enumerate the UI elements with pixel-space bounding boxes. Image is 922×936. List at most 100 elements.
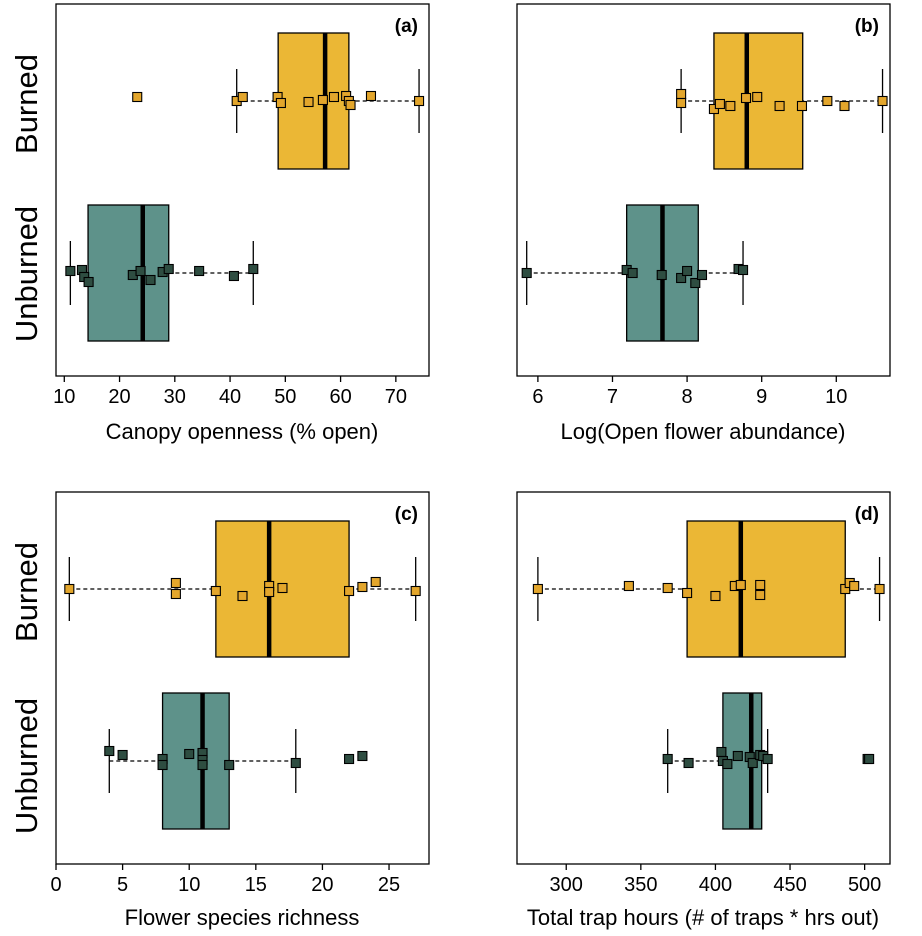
burned-point (328, 91, 340, 103)
burned-point (755, 589, 766, 601)
unburned-point (656, 269, 667, 281)
panel-label: (b) (855, 16, 879, 37)
unburned-point (135, 265, 146, 277)
burned-point (874, 583, 885, 595)
x-tick-label: 70 (385, 386, 407, 408)
unburned-point (732, 750, 743, 762)
x-tick-label: 300 (550, 874, 583, 896)
burned-point (132, 91, 143, 103)
burned-point (357, 581, 368, 593)
x-tick-label: 9 (756, 386, 767, 408)
unburned-point (662, 753, 673, 765)
unburned-point (194, 265, 205, 277)
burned-point (676, 88, 687, 100)
unburned-point (104, 745, 115, 757)
unburned-point (228, 270, 239, 282)
x-tick-label: 30 (164, 386, 186, 408)
x-axis-title: Flower species richness (125, 905, 360, 930)
unburned-point (163, 263, 174, 275)
burned-point (64, 583, 75, 595)
unburned-point (145, 274, 156, 286)
burned-point (414, 95, 425, 107)
burned-point (710, 590, 721, 602)
x-tick-label: 20 (108, 386, 130, 408)
unburned-point (248, 263, 259, 275)
burned-point (237, 590, 248, 602)
x-axis-title: Log(Open flower abundance) (561, 419, 846, 444)
x-tick-label: 50 (274, 386, 296, 408)
x-tick-label: 5 (117, 874, 128, 896)
x-tick-label: 450 (773, 874, 806, 896)
burned-point (822, 95, 833, 107)
burned-point (740, 92, 752, 104)
burned-point (725, 100, 736, 112)
unburned-point (864, 753, 875, 765)
burned-point (170, 588, 181, 600)
plot-frame (55, 491, 430, 865)
plot-frame (516, 491, 891, 865)
x-tick-label: 10 (825, 386, 847, 408)
unburned-point (290, 757, 301, 769)
unburned-point (676, 272, 687, 284)
unburned-point (627, 267, 638, 279)
unburned-point (65, 265, 76, 277)
burned-point (532, 583, 543, 595)
x-tick-label: 500 (848, 874, 881, 896)
burned-point (365, 90, 377, 102)
group-label-unburned: Unburned (9, 206, 44, 342)
group-label-burned: Burned (9, 542, 44, 642)
x-tick-label: 40 (219, 386, 241, 408)
unburned-point (117, 749, 128, 761)
x-axis: 0 5 10 15 20 25 (50, 864, 400, 896)
unburned-point (184, 748, 195, 760)
unburned-point (690, 277, 701, 289)
burned-point (317, 94, 328, 106)
unburned-point (83, 276, 94, 288)
panel-a: (a) 10 20 30 40 50 60 70 Canopy openness (% op… (9, 3, 430, 444)
plot-marks (64, 520, 421, 830)
burned-point (370, 576, 381, 588)
x-tick-label: 350 (624, 874, 657, 896)
group-label-unburned: Unburned (9, 698, 44, 834)
burned-point (735, 579, 746, 591)
panel-b: (b) 6 7 8 9 10 Log(Open flower abundance) (516, 3, 891, 444)
burned-point (849, 580, 860, 592)
panel-label: (d) (855, 504, 879, 525)
burned-point (752, 91, 763, 103)
unburned-point (224, 759, 235, 771)
burned-box (686, 520, 846, 658)
burned-point (210, 585, 221, 597)
x-axis: 10 20 30 40 50 60 70 (53, 376, 407, 408)
unburned-point (747, 757, 758, 769)
panel-label: (a) (395, 16, 418, 37)
plot-marks (521, 32, 888, 342)
burned-point (345, 99, 356, 111)
x-tick-label: 400 (699, 874, 732, 896)
unburned-point (696, 269, 708, 281)
plot-marks (532, 520, 885, 830)
unburned-point (762, 753, 773, 765)
x-axis-title: Canopy openness (% open) (106, 419, 379, 444)
burned-point (623, 580, 634, 592)
plot-marks (65, 32, 425, 342)
burned-point (714, 98, 725, 110)
unburned-point (344, 753, 355, 765)
x-tick-label: 6 (532, 386, 543, 408)
plot-frame (55, 3, 430, 377)
unburned-point (737, 264, 749, 276)
burned-point (303, 96, 314, 108)
unburned-point (722, 758, 733, 770)
plot-frame (516, 3, 891, 377)
unburned-box (161, 692, 230, 830)
burned-point (682, 587, 693, 599)
x-axis: 6 7 8 9 10 (532, 376, 847, 408)
panel-d: (d) 300 350 400 450 500 Total trap hours (# … (516, 491, 891, 930)
burned-point (877, 95, 888, 107)
unburned-point (716, 746, 727, 758)
burned-point (277, 582, 288, 594)
x-tick-label: 10 (53, 386, 75, 408)
unburned-point (682, 265, 693, 277)
burned-point (170, 577, 181, 589)
burned-point (344, 585, 355, 597)
burned-point (410, 585, 421, 597)
